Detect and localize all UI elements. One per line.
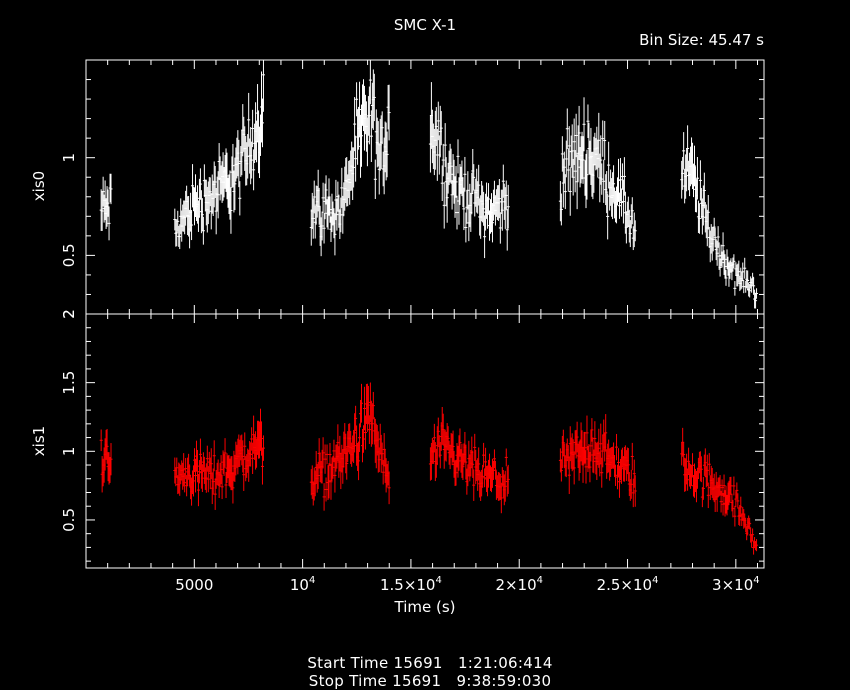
y-tick-label: 2 [60,309,78,319]
footer-times: Start Time 15691 1:21:06:414 Stop Time 1… [0,636,850,690]
y-tick-label: 0.5 [60,508,78,532]
y-tick-label: 2 [60,309,78,319]
stop-time: Stop Time 15691 9:38:59:030 [308,672,552,690]
chart-title: SMC X-1 [394,16,456,34]
y-tick-label: 1.5 [60,371,78,395]
panel-xis1: 0.5 1 1.5 2 [60,309,765,569]
y-tick-label: 1 [60,153,78,163]
x-tick-label: 2×104 [495,575,543,594]
panel-xis0: 0.5 1 2 [60,59,765,319]
x-tick-label: 3×104 [712,575,760,594]
x-axis-label: Time (s) [394,598,456,616]
y-axis-label-bottom: xis1 [30,426,48,456]
panel-frame [85,59,765,315]
start-time: Start Time 15691 1:21:06:414 [307,654,553,672]
x-tick-label: 2.5×104 [597,575,659,594]
y-axis-label-top: xis0 [30,171,48,201]
bin-size-label: Bin Size: 45.47 s [639,31,764,49]
x-tick-label: 1.5×104 [380,575,442,594]
y-tick-label: 1 [60,447,78,457]
x-tick-labels: 5000 104 1.5×104 2×104 2.5×104 3×104 [175,575,759,594]
x-tick-label: 5000 [175,576,213,594]
x-tick-label: 104 [290,575,315,594]
y-tick-label: 0.5 [60,243,78,267]
panel-frame [85,313,765,569]
